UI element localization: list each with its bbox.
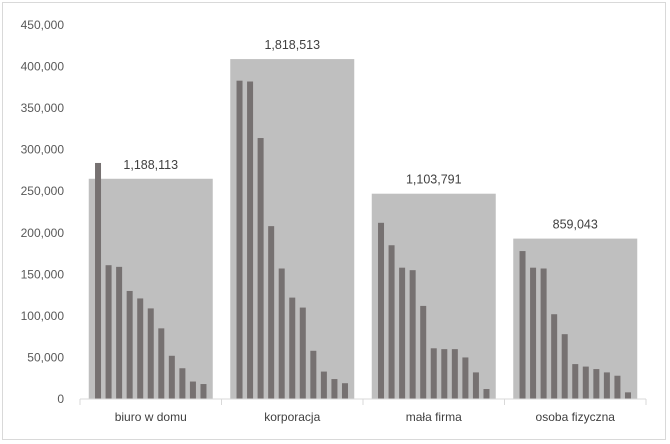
bar bbox=[388, 245, 395, 399]
y-tick-label: 250,000 bbox=[21, 184, 65, 198]
bar bbox=[268, 226, 275, 399]
bar bbox=[572, 364, 579, 399]
bar bbox=[247, 81, 254, 399]
bar bbox=[441, 349, 448, 399]
bar bbox=[158, 328, 165, 399]
y-tick-label: 150,000 bbox=[21, 267, 65, 281]
bar bbox=[320, 371, 327, 399]
category-group: 1,103,791 bbox=[371, 173, 496, 399]
category-group: 1,188,113 bbox=[88, 158, 213, 399]
bar bbox=[462, 357, 469, 399]
bar bbox=[582, 366, 589, 399]
bar bbox=[519, 251, 526, 399]
bar bbox=[278, 268, 285, 399]
x-category-label: biuro w domu bbox=[115, 410, 187, 424]
bar bbox=[624, 392, 631, 399]
bar bbox=[530, 267, 537, 399]
y-tick-label: 50,000 bbox=[27, 350, 64, 364]
bar bbox=[137, 298, 144, 399]
bar bbox=[257, 138, 264, 399]
bar bbox=[179, 368, 186, 399]
x-axis-labels: biuro w domu korporacja mała firma osoba fi… bbox=[79, 399, 647, 424]
group-total-label: 1,818,513 bbox=[264, 38, 320, 52]
x-category-label: osoba fizyczna bbox=[536, 410, 616, 424]
y-tick-label: 300,000 bbox=[21, 143, 65, 157]
y-tick-label: 400,000 bbox=[21, 60, 65, 74]
bar bbox=[147, 308, 154, 399]
bar bbox=[420, 305, 427, 399]
bar bbox=[451, 349, 458, 399]
bar bbox=[116, 266, 123, 399]
x-category-label: korporacja bbox=[264, 410, 320, 424]
bar bbox=[593, 369, 600, 399]
category-group: 1,818,513 bbox=[230, 38, 355, 399]
y-tick-label: 450,000 bbox=[21, 18, 65, 32]
bar bbox=[341, 383, 348, 399]
bar bbox=[472, 372, 479, 399]
bar bbox=[126, 290, 133, 399]
bar bbox=[409, 270, 416, 399]
bar bbox=[614, 375, 621, 399]
y-axis-ticks: 0 50,000 100,000 150,000 200,000 250,000 300,0… bbox=[21, 18, 65, 406]
bar bbox=[95, 162, 102, 399]
bar bbox=[236, 80, 243, 399]
bar bbox=[299, 307, 306, 399]
bar bbox=[105, 265, 112, 399]
group-total-label: 1,188,113 bbox=[123, 158, 178, 172]
bar bbox=[378, 222, 385, 399]
group-total-label: 859,043 bbox=[553, 218, 598, 232]
bar bbox=[189, 381, 196, 399]
category-group: 859,043 bbox=[513, 218, 638, 399]
bar bbox=[483, 389, 490, 399]
bar bbox=[603, 372, 610, 399]
y-tick-label: 0 bbox=[57, 392, 64, 406]
bar bbox=[540, 268, 547, 399]
category-groups: 1,188,113 1,818,513 1,103,791 859,043 bbox=[88, 38, 638, 399]
bar bbox=[399, 267, 406, 399]
bar bbox=[310, 350, 317, 399]
bar bbox=[551, 314, 558, 399]
bar bbox=[430, 348, 437, 399]
bar bbox=[200, 384, 207, 399]
bar bbox=[289, 297, 296, 399]
group-total-label: 1,103,791 bbox=[406, 173, 462, 187]
y-tick-label: 350,000 bbox=[21, 101, 65, 115]
x-category-label: mała firma bbox=[406, 410, 462, 424]
bar bbox=[331, 379, 338, 399]
y-tick-label: 200,000 bbox=[21, 226, 65, 240]
y-tick-label: 100,000 bbox=[21, 309, 65, 323]
bar bbox=[168, 355, 175, 399]
bar bbox=[561, 334, 568, 399]
